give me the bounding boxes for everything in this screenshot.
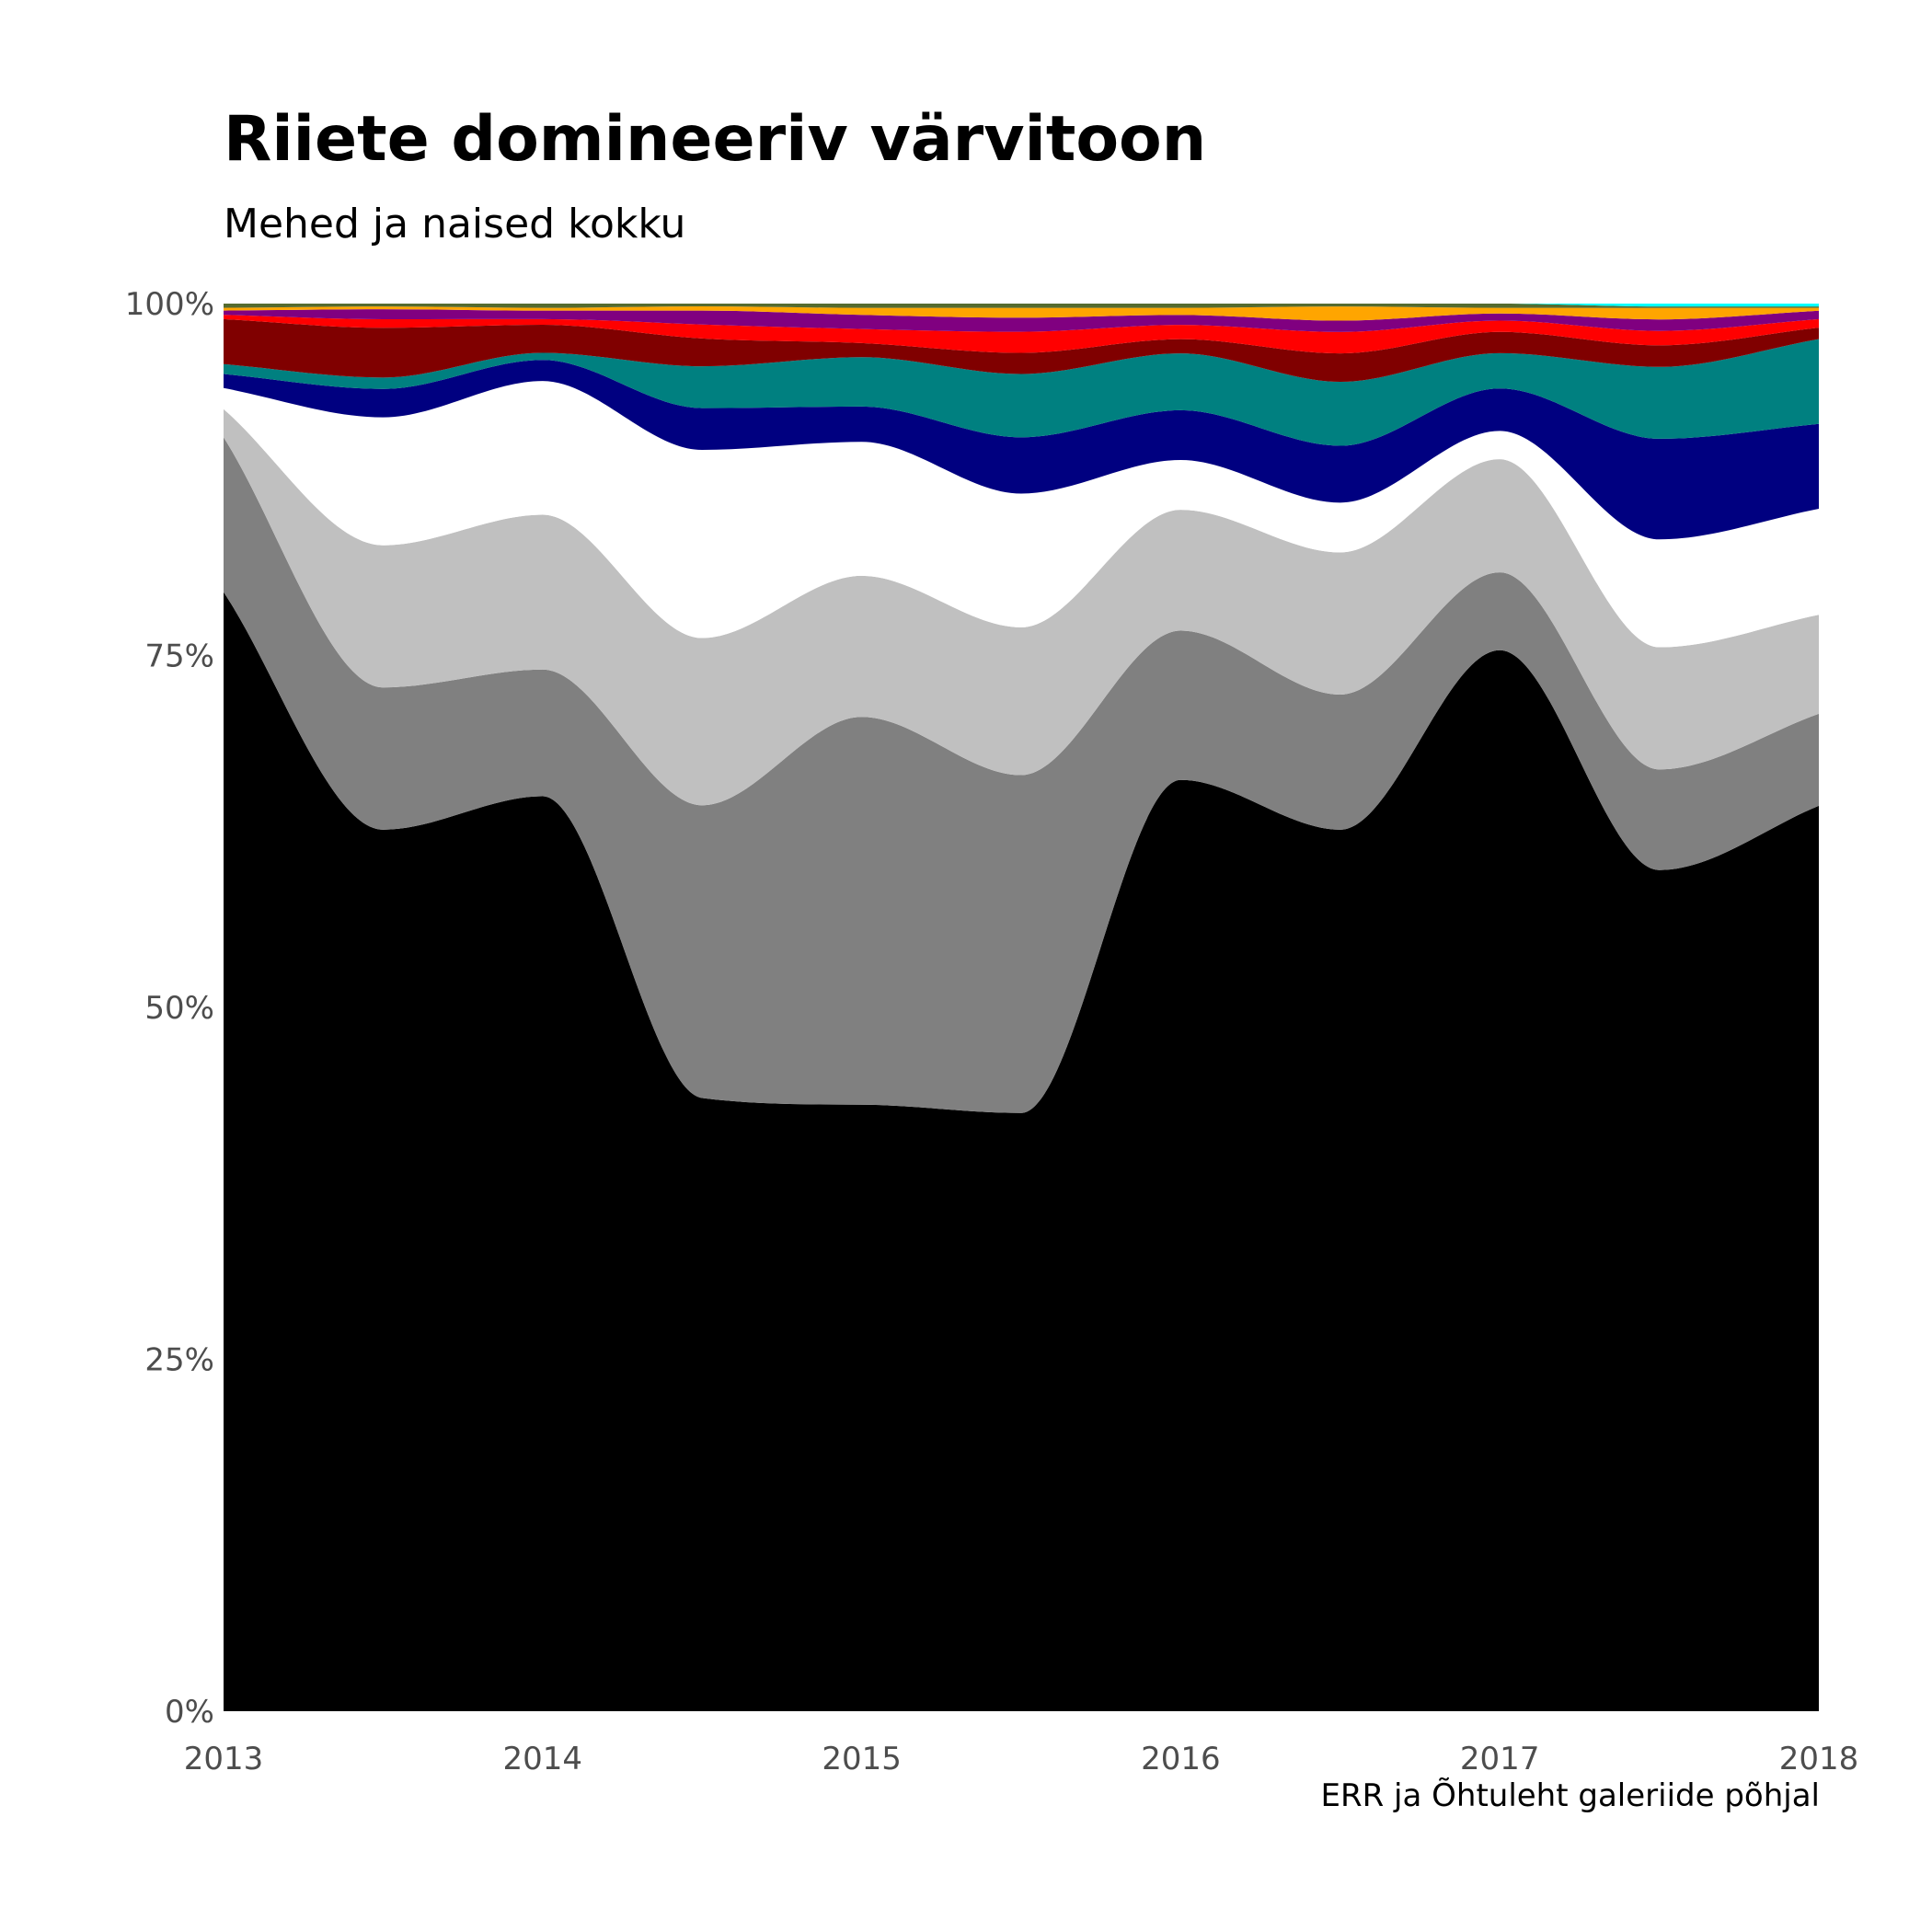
area-series-9 — [224, 306, 1819, 321]
y-axis-ticks: 0% 25% 50% 75% 100% — [125, 286, 214, 1731]
y-tick-label: 100% — [125, 286, 214, 323]
area-series-1 — [224, 437, 1819, 1113]
x-tick-label: 2013 — [184, 1741, 264, 1777]
area-series-0 — [224, 592, 1819, 1711]
x-tick-label: 2014 — [503, 1741, 583, 1777]
x-tick-label: 2016 — [1141, 1741, 1221, 1777]
area-series-11 — [224, 304, 1819, 307]
area-series-5 — [224, 339, 1819, 446]
area-series-7 — [224, 315, 1819, 354]
y-tick-label: 50% — [144, 990, 214, 1027]
x-tick-label: 2017 — [1460, 1741, 1540, 1777]
area-series-6 — [224, 318, 1819, 382]
area-series-8 — [224, 309, 1819, 332]
chart-subtitle: Mehed ja naised kokku — [224, 201, 686, 247]
y-tick-label: 75% — [144, 638, 214, 675]
area-series-10 — [224, 304, 1819, 308]
chart-title: Riiete domineeriv värvitoon — [224, 103, 1207, 176]
area-series-3 — [224, 381, 1819, 648]
x-tick-label: 2015 — [822, 1741, 902, 1777]
area-series-4 — [224, 360, 1819, 540]
x-axis-ticks: 2013 2014 2015 2016 2017 2018 — [184, 1741, 1859, 1777]
y-tick-label: 25% — [144, 1342, 214, 1379]
y-tick-label: 0% — [165, 1694, 214, 1731]
chart-caption: ERR ja Õhtuleht galeriide põhjal — [1320, 1777, 1821, 1814]
x-tick-label: 2018 — [1779, 1741, 1859, 1777]
area-series-2 — [224, 408, 1819, 806]
area-layers — [224, 304, 1819, 1711]
